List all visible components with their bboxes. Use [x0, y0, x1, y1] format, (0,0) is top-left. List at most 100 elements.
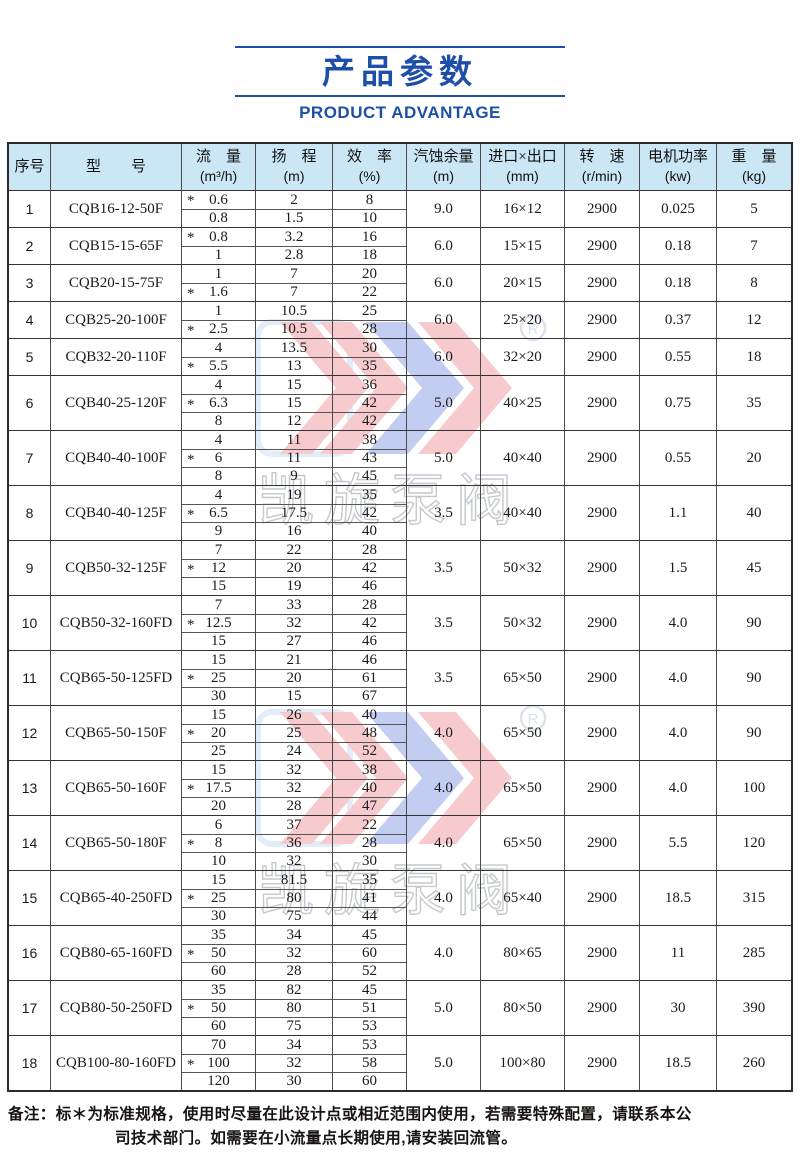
head-value: 12: [286, 413, 302, 429]
head-value-cell: 32: [256, 1054, 332, 1072]
eff-value-cell: 45: [333, 981, 406, 999]
head-value: 13: [286, 358, 302, 374]
efficiency-values-column: 28 42 46: [333, 541, 407, 595]
flow-value-cell: 4: [182, 431, 255, 449]
motor-power-value: 0.75: [640, 376, 717, 430]
standard-spec-star: *: [187, 617, 195, 633]
head-value-cell: 33: [256, 596, 332, 614]
head-values-column: 21 20 15: [256, 651, 333, 705]
flow-value-cell: 1: [182, 246, 255, 264]
weight-value: 5: [750, 200, 758, 217]
model-name: CQB65-50-160F: [51, 761, 182, 815]
weight-value: 285: [742, 944, 766, 961]
eff-value-cell: 60: [333, 1072, 406, 1090]
motor-power-value: 4.0: [640, 651, 717, 705]
head-value-cell: 28: [256, 797, 332, 815]
eff-value: 40: [362, 523, 377, 539]
row-serial-number: 14: [9, 816, 51, 870]
flow-value-cell: 60: [182, 1017, 255, 1035]
model-name: CQB65-50-180F: [51, 816, 182, 870]
eff-value: 40: [362, 706, 377, 723]
head-value: 15: [286, 395, 302, 411]
flow-value: 17.5: [205, 780, 232, 796]
head-values-column: 34 32 30: [256, 1036, 333, 1090]
eff-value: 46: [362, 651, 377, 668]
col-header-unit: (r/min): [581, 168, 623, 184]
eff-value: 61: [362, 670, 377, 686]
eff-value-cell: 46: [333, 651, 406, 669]
flow-value-cell: 15: [182, 651, 255, 669]
weight-value: 18: [746, 348, 762, 365]
head-value: 1.5: [284, 210, 304, 226]
head-value: 11: [286, 450, 302, 466]
flow-values-column: 7 * 12.5 15: [182, 596, 256, 650]
flow-value: 25: [211, 890, 226, 906]
eff-value-cell: 67: [333, 687, 406, 705]
eff-value: 44: [362, 908, 377, 924]
head-value-cell: 20: [256, 669, 332, 687]
npsh-value: 4.0: [407, 926, 481, 980]
col-header-unit: (%): [358, 168, 381, 184]
speed-value: 2900: [565, 339, 640, 375]
inlet-outlet-value: 65×50: [481, 816, 565, 870]
head-values-column: 32 32 28: [256, 761, 333, 815]
eff-value: 46: [362, 578, 377, 594]
eff-value: 45: [362, 981, 377, 998]
efficiency-values-column: 45 51 53: [333, 981, 407, 1035]
flow-value-cell: * 0.6: [182, 191, 255, 210]
col-header-label: 进口×出口: [488, 149, 557, 165]
eff-value: 28: [362, 835, 377, 851]
eff-value: 60: [362, 945, 377, 961]
col-header-serial: 序号: [9, 144, 51, 190]
col-header-model: 型 号: [51, 144, 182, 190]
head-value-cell: 81.5: [256, 871, 332, 889]
flow-value: 100: [207, 1055, 230, 1071]
head-value-cell: 27: [256, 632, 332, 650]
standard-spec-star: *: [187, 452, 195, 468]
table-row: 5 CQB32-20-110F 4 * 5.5 13.5 13 30 35 6.0 32…: [9, 339, 791, 376]
eff-value-cell: 58: [333, 1054, 406, 1072]
eff-value-cell: 51: [333, 999, 406, 1017]
flow-values-column: 35 * 50 60: [182, 981, 256, 1035]
head-value-cell: 24: [256, 742, 332, 760]
inlet-outlet-value: 40×40: [481, 431, 565, 485]
flow-value-cell: * 0.8: [182, 228, 255, 247]
row-serial-number: 7: [9, 431, 51, 485]
footnote: 备注：标＊为标准规格，使用时尽量在此设计点或相近范围内使用，若需要特殊配置，请联…: [8, 1103, 794, 1151]
eff-value-cell: 28: [333, 320, 406, 338]
speed-value: 2900: [565, 541, 640, 595]
flow-values-column: 15 * 20 25: [182, 706, 256, 760]
flow-value-cell: * 8: [182, 834, 255, 853]
col-header-label: 汽蚀余量: [413, 149, 474, 165]
standard-spec-star: *: [187, 1057, 195, 1073]
head-value-cell: 10.5: [256, 320, 332, 338]
npsh-value: 4.0: [407, 871, 481, 925]
model-name: CQB32-20-110F: [51, 339, 182, 375]
flow-value: 35: [211, 981, 226, 998]
row-serial-number: 11: [9, 651, 51, 705]
col-header-inlet-outlet: 进口×出口 (mm): [481, 144, 565, 190]
model-name: CQB65-50-125FD: [51, 651, 182, 705]
eff-value: 28: [362, 321, 377, 337]
flow-value: 120: [207, 1073, 230, 1089]
col-header-label: 效 率: [346, 149, 392, 165]
table-body: 1 CQB16-12-50F * 0.6 0.8 2 1.5 8 10 9.0 16×1…: [9, 191, 791, 1090]
inlet-outlet-value: 50×32: [481, 596, 565, 650]
flow-value: 25: [211, 743, 226, 759]
eff-value: 52: [362, 963, 377, 979]
head-value-cell: 32: [256, 852, 332, 870]
flow-value: 7: [214, 541, 223, 558]
standard-spec-star: *: [187, 193, 195, 209]
speed-value: 2900: [565, 981, 640, 1035]
head-value-cell: 25: [256, 724, 332, 742]
flow-value: 0.8: [209, 210, 228, 226]
eff-value: 52: [362, 743, 377, 759]
efficiency-values-column: 28 42 46: [333, 596, 407, 650]
head-value-cell: 75: [256, 1017, 332, 1035]
page-subtitle: PRODUCT ADVANTAGE: [299, 103, 501, 122]
eff-value: 22: [362, 284, 377, 300]
eff-value-cell: 10: [333, 209, 406, 227]
eff-value-cell: 45: [333, 926, 406, 944]
flow-value: 10: [211, 853, 226, 869]
motor-power-value: 5.5: [640, 816, 717, 870]
